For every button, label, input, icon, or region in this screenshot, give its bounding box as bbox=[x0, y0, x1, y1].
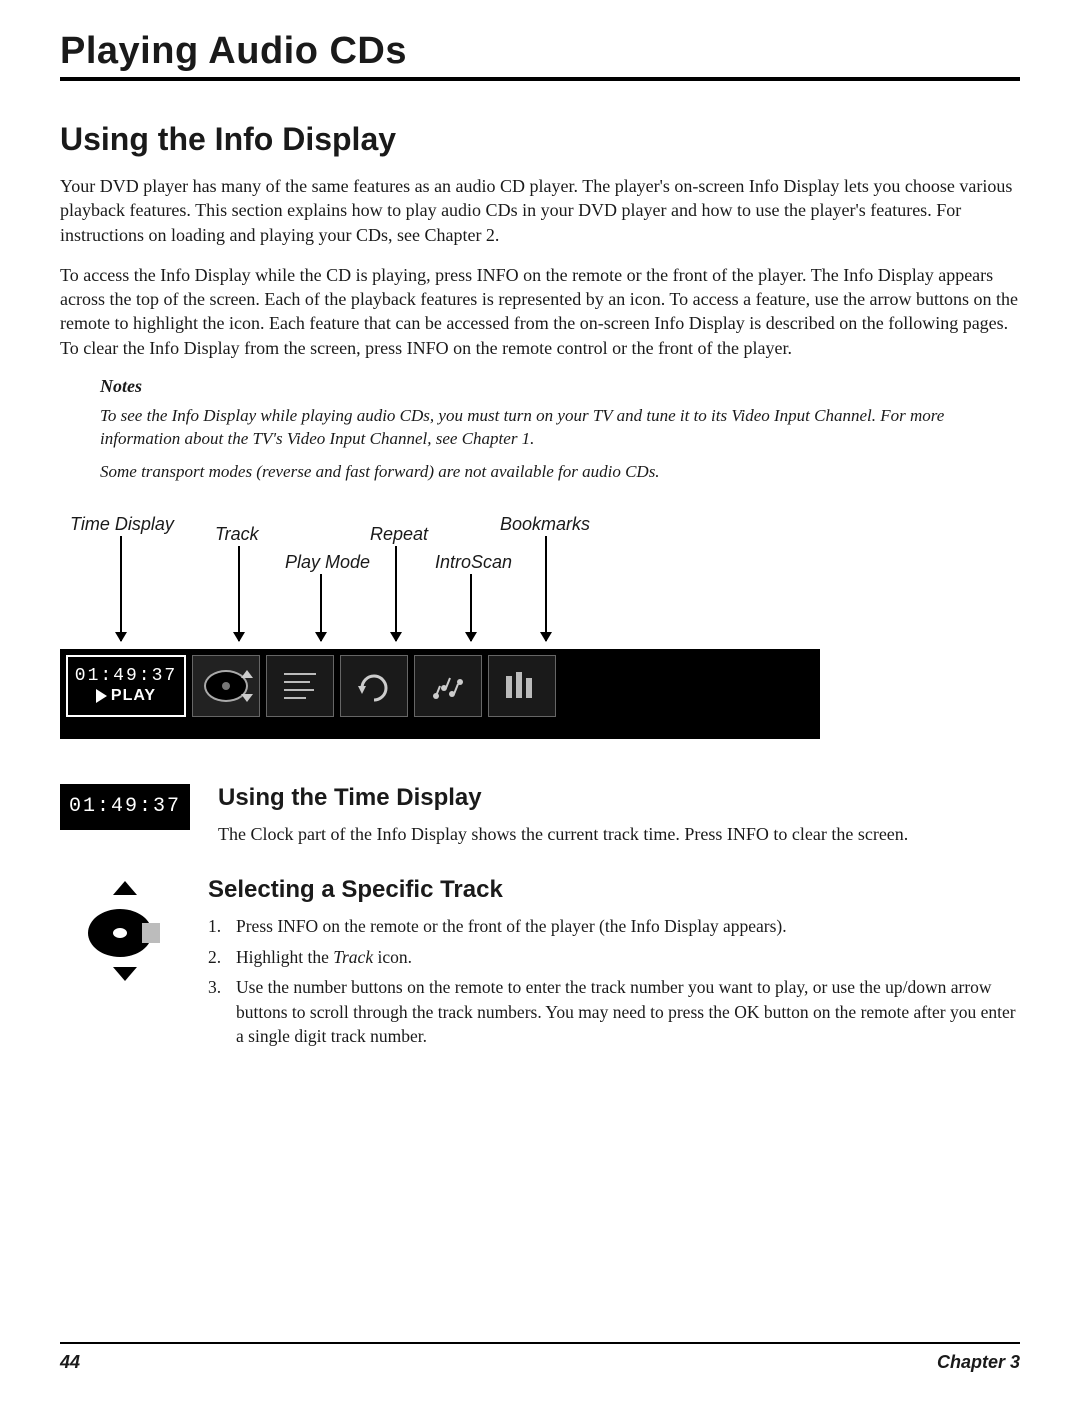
label-track: Track bbox=[215, 524, 259, 545]
track-word: Track bbox=[333, 947, 373, 967]
bookmarks-cell bbox=[488, 655, 556, 717]
notes-paragraph: To see the Info Display while playing au… bbox=[100, 405, 1020, 451]
section-title-time-display: Using the Time Display bbox=[218, 784, 1020, 812]
notes-block: Notes To see the Info Display while play… bbox=[100, 376, 1020, 484]
list-item: Press INFO on the remote or the front of… bbox=[208, 914, 1020, 939]
arrow-icon bbox=[395, 546, 397, 641]
chapter-label: Chapter 3 bbox=[937, 1352, 1020, 1373]
page-number: 44 bbox=[60, 1352, 80, 1373]
arrow-icon bbox=[120, 536, 122, 641]
arrow-icon bbox=[470, 574, 472, 641]
list-item: Highlight the Track icon. bbox=[208, 945, 1020, 970]
label-repeat: Repeat bbox=[370, 524, 428, 545]
playmode-cell bbox=[266, 655, 334, 717]
notes-title: Notes bbox=[100, 376, 1020, 397]
section-title-select-track: Selecting a Specific Track bbox=[208, 876, 1020, 904]
time-chip: 01:49:37 bbox=[60, 784, 190, 830]
play-label: PLAY bbox=[111, 687, 156, 705]
paragraph: The Clock part of the Info Display shows… bbox=[218, 822, 1020, 846]
paragraph: Your DVD player has many of the same fea… bbox=[60, 174, 1020, 247]
arrow-icon bbox=[545, 536, 547, 641]
label-introscan: IntroScan bbox=[435, 552, 512, 573]
play-icon bbox=[96, 689, 107, 703]
time-display-cell: 01:49:37 PLAY bbox=[66, 655, 186, 717]
time-value: 01:49:37 bbox=[75, 666, 177, 686]
introscan-icon bbox=[426, 666, 470, 706]
track-disc-icon bbox=[80, 881, 170, 981]
time-display-section: 01:49:37 Using the Time Display The Cloc… bbox=[60, 784, 1020, 846]
arrow-icon bbox=[320, 574, 322, 641]
steps-list: Press INFO on the remote or the front of… bbox=[208, 914, 1020, 1049]
notes-paragraph: Some transport modes (reverse and fast f… bbox=[100, 461, 1020, 484]
playmode-icon bbox=[280, 666, 320, 706]
introscan-cell bbox=[414, 655, 482, 717]
label-bookmarks: Bookmarks bbox=[500, 514, 590, 535]
list-item: Use the number buttons on the remote to … bbox=[208, 975, 1020, 1049]
track-section: Selecting a Specific Track Press INFO on… bbox=[60, 876, 1020, 1055]
bookmarks-icon bbox=[500, 666, 544, 706]
page-footer: 44 Chapter 3 bbox=[60, 1342, 1020, 1373]
label-time-display: Time Display bbox=[70, 514, 174, 535]
arrow-icon bbox=[238, 546, 240, 641]
play-status: PLAY bbox=[96, 687, 156, 705]
info-bar: 01:49:37 PLAY bbox=[60, 649, 820, 739]
label-play-mode: Play Mode bbox=[285, 552, 370, 573]
repeat-cell bbox=[340, 655, 408, 717]
paragraph: To access the Info Display while the CD … bbox=[60, 263, 1020, 360]
chapter-header: Playing Audio CDs bbox=[60, 30, 1020, 81]
track-icon-box bbox=[70, 876, 180, 986]
track-cell bbox=[192, 655, 260, 717]
info-display-diagram: Time Display Track Play Mode Repeat Intr… bbox=[60, 514, 820, 744]
repeat-icon bbox=[354, 666, 394, 706]
section-title-info-display: Using the Info Display bbox=[60, 121, 1020, 158]
updown-icon bbox=[241, 670, 253, 702]
